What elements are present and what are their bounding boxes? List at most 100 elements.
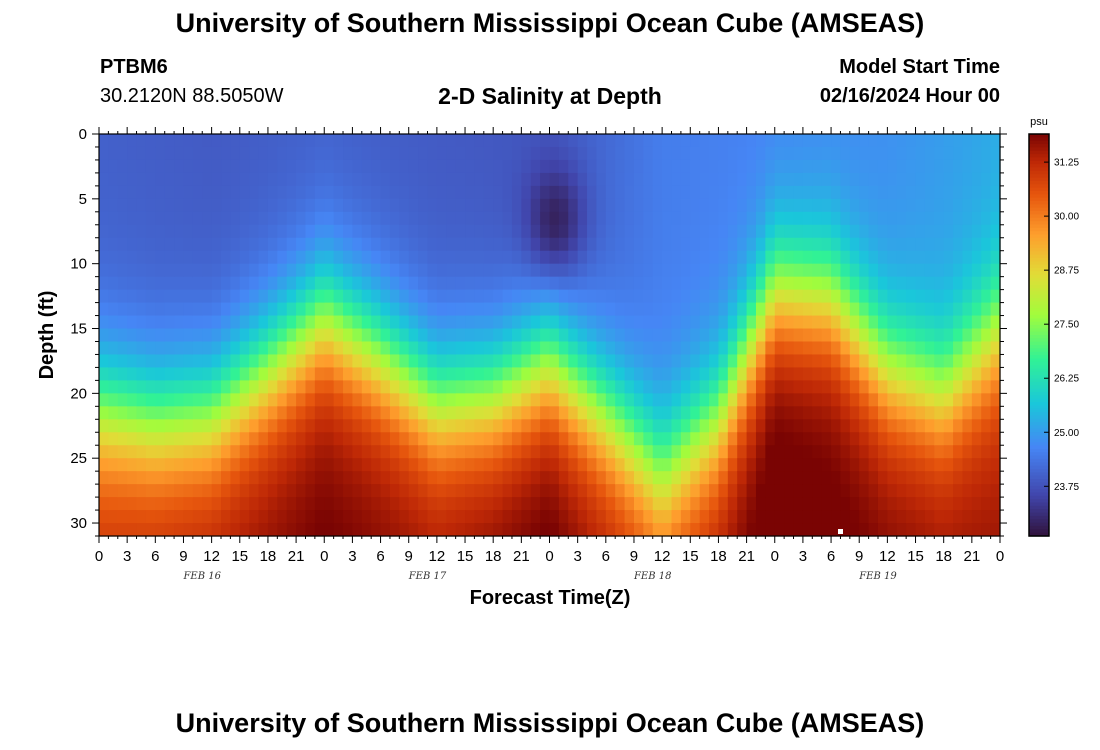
heatmap-cell [859, 393, 870, 407]
heatmap-cell [643, 523, 654, 537]
colorbar-segment [1029, 204, 1049, 209]
heatmap-cell [239, 458, 250, 472]
heatmap-cell [314, 419, 325, 433]
heatmap-cell [502, 250, 513, 265]
heatmap-cell [615, 432, 626, 446]
heatmap-cell [296, 432, 307, 446]
heatmap-cell [108, 484, 119, 498]
heatmap-cell [718, 198, 729, 213]
heatmap-cell [408, 211, 419, 226]
heatmap-cell [784, 250, 795, 265]
heatmap-cell [502, 146, 513, 161]
heatmap-cell [436, 250, 447, 265]
heatmap-cell [230, 341, 241, 356]
heatmap-cell [502, 211, 513, 226]
heatmap-cell [343, 393, 354, 407]
heatmap-cell [990, 510, 1001, 524]
heatmap-cell [352, 134, 363, 148]
heatmap-cell [155, 159, 166, 174]
heatmap-cell [117, 211, 128, 226]
heatmap-cell [709, 224, 720, 239]
heatmap-cell [831, 471, 842, 485]
heatmap-cell [408, 146, 419, 161]
heatmap-cell [371, 276, 382, 291]
heatmap-cell [202, 250, 213, 265]
heatmap-cell [662, 224, 673, 239]
heatmap-cell [812, 134, 823, 148]
heatmap-cell [389, 146, 400, 161]
heatmap-cell [981, 510, 992, 524]
heatmap-cell [699, 159, 710, 174]
heatmap-cell [427, 146, 438, 161]
heatmap-cell [652, 185, 663, 200]
heatmap-cell [652, 172, 663, 187]
heatmap-cell [615, 211, 626, 226]
heatmap-cell [624, 432, 635, 446]
heatmap-cell [446, 224, 457, 239]
heatmap-cell [239, 367, 250, 381]
heatmap-cell [709, 510, 720, 524]
heatmap-cell [361, 289, 372, 304]
heatmap-cell [483, 419, 494, 433]
heatmap-cell [934, 445, 945, 459]
heatmap-cell [239, 471, 250, 485]
heatmap-cell [671, 484, 682, 498]
heatmap-cell [286, 198, 297, 213]
heatmap-cell [174, 432, 185, 446]
heatmap-cell [652, 354, 663, 369]
heatmap-cell [934, 484, 945, 498]
heatmap-cell [671, 224, 682, 239]
heatmap-cell [934, 367, 945, 381]
heatmap-cell [540, 211, 551, 226]
heatmap-cell [849, 393, 860, 407]
heatmap-cell [577, 276, 588, 291]
heatmap-cell [267, 211, 278, 226]
heatmap-cell [174, 406, 185, 420]
heatmap-cell [333, 289, 344, 304]
heatmap-cell [924, 276, 935, 291]
heatmap-cell [427, 445, 438, 459]
heatmap-cell [136, 367, 147, 381]
heatmap-cell [699, 523, 710, 537]
heatmap-cell [802, 211, 813, 226]
heatmap-cell [755, 302, 766, 317]
heatmap-cell [821, 367, 832, 381]
heatmap-cell [793, 471, 804, 485]
heatmap-cell [690, 510, 701, 524]
heatmap-cell [906, 523, 917, 537]
heatmap-cell [136, 419, 147, 433]
heatmap-cell [596, 172, 607, 187]
heatmap-cell [558, 250, 569, 265]
heatmap-cell [971, 471, 982, 485]
heatmap-cell [558, 458, 569, 472]
heatmap-cell [258, 445, 269, 459]
heatmap-cell [465, 380, 476, 394]
heatmap-cell [774, 250, 785, 265]
heatmap-cell [540, 146, 551, 161]
heatmap-cell [549, 497, 560, 511]
heatmap-cell [915, 134, 926, 148]
heatmap-cell [408, 445, 419, 459]
heatmap-cell [774, 367, 785, 381]
heatmap-cell [718, 289, 729, 304]
heatmap-cell [943, 276, 954, 291]
heatmap-cell [446, 523, 457, 537]
heatmap-cell [587, 185, 598, 200]
heatmap-cell [568, 523, 579, 537]
heatmap-cell [971, 484, 982, 498]
heatmap-cell [953, 224, 964, 239]
heatmap-cell [596, 250, 607, 265]
heatmap-cell [418, 237, 429, 252]
heatmap-cell [446, 250, 457, 265]
heatmap-cell [568, 445, 579, 459]
heatmap-cell [887, 276, 898, 291]
heatmap-cell [558, 263, 569, 278]
heatmap-cell [558, 471, 569, 485]
heatmap-cell [380, 484, 391, 498]
heatmap-cell [474, 523, 485, 537]
x-tick-label: 9 [630, 548, 638, 565]
heatmap-cell [671, 289, 682, 304]
heatmap-cell [558, 134, 569, 148]
heatmap-cell [164, 172, 175, 187]
heatmap-cell [943, 354, 954, 369]
